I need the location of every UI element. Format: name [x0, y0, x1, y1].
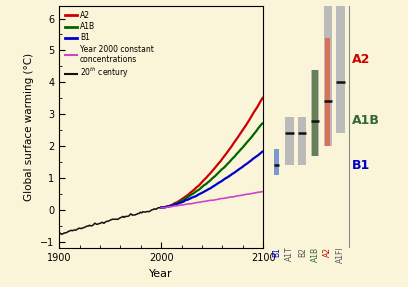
Text: A1B: A1B: [310, 247, 319, 262]
Text: A2: A2: [352, 53, 370, 67]
Bar: [313, 69, 318, 156]
Bar: [337, 6, 345, 133]
Y-axis label: Global surface warming (°C): Global surface warming (°C): [24, 53, 35, 201]
Text: A2: A2: [323, 247, 333, 257]
Bar: [325, 38, 330, 146]
Text: A1FI: A1FI: [336, 247, 345, 263]
Legend: A2, A1B, B1, Year 2000 constant
concentrations, 20$^{th}$ century: A2, A1B, B1, Year 2000 constant concentr…: [63, 9, 155, 82]
Bar: [298, 117, 306, 165]
Text: A1T: A1T: [285, 247, 294, 261]
Text: B1: B1: [272, 247, 281, 257]
Text: B1: B1: [352, 159, 370, 172]
Bar: [286, 117, 294, 165]
X-axis label: Year: Year: [149, 269, 173, 279]
Bar: [274, 149, 279, 175]
Text: A1B: A1B: [352, 114, 379, 127]
Bar: [311, 69, 319, 156]
Bar: [324, 6, 332, 146]
Text: B2: B2: [298, 247, 307, 257]
